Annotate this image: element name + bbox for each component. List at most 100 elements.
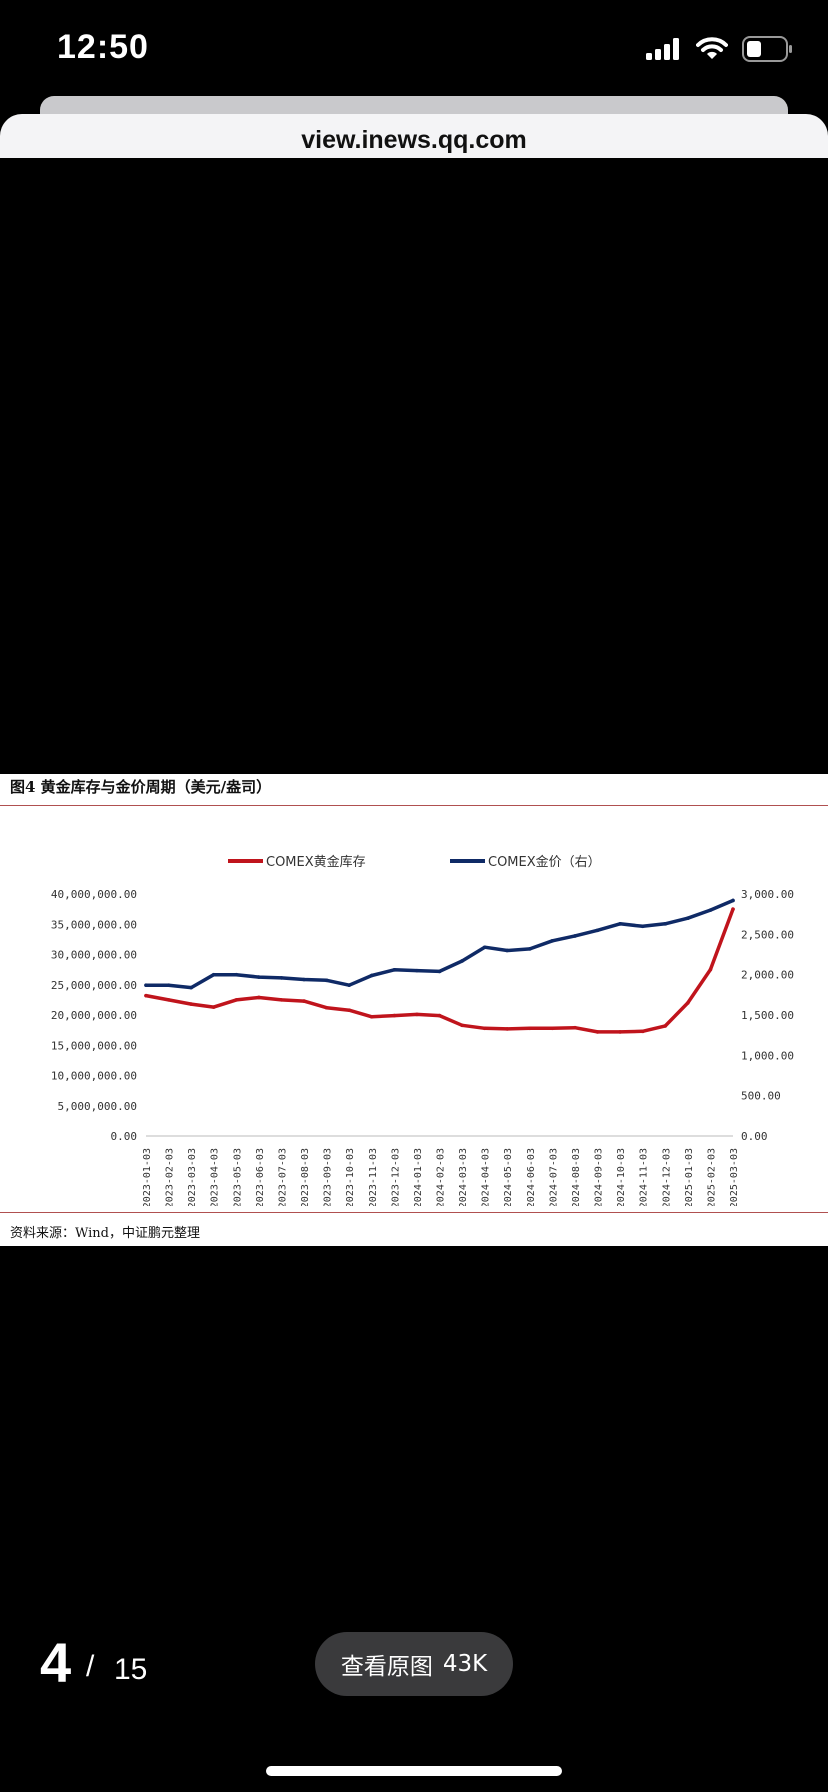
data-point-gold-inventory [573,1025,577,1030]
legend-label-gold-price: COMEX金价（右） [488,854,601,870]
status-bar: 12:50 [0,0,828,100]
y-right-tick-label: 500.00 [741,1090,781,1103]
data-point-gold-inventory [302,999,306,1003]
x-tick-label: 2024-08-03 [571,1148,582,1206]
x-tick-label: 2023-07-03 [277,1148,288,1206]
data-point-gold-price [166,983,171,987]
data-point-gold-inventory [324,1005,329,1010]
y-left-tick-label: 30,000,000.00 [51,949,137,962]
data-point-gold-price [505,948,510,953]
x-tick-label: 2024-01-03 [413,1148,424,1206]
x-tick-label: 2023-01-03 [142,1148,153,1206]
data-point-gold-inventory [550,1026,555,1031]
view-original-button[interactable]: 查看原图 43K [315,1632,513,1696]
y-left-tick-label: 10,000,000.00 [51,1070,137,1083]
data-point-gold-inventory [505,1027,510,1031]
y-left-tick-label: 25,000,000.00 [51,979,137,992]
x-tick-label: 2023-10-03 [345,1148,356,1206]
data-point-gold-price [573,934,577,938]
y-right-tick-label: 1,500.00 [741,1009,794,1022]
data-point-gold-inventory [144,993,148,998]
data-point-gold-price [279,976,284,980]
data-point-gold-inventory [369,1015,374,1019]
figure-source: 资料来源：Wind，中证鹏元整理 [10,1226,200,1241]
y-right-tick-label: 3,000.00 [741,888,794,901]
data-point-gold-price [415,968,419,973]
data-point-gold-price [211,972,216,977]
y-left-tick-label: 15,000,000.00 [51,1039,137,1052]
x-tick-label: 2025-03-03 [729,1148,740,1206]
data-point-gold-inventory [686,1001,690,1005]
data-point-gold-inventory [392,1013,397,1018]
data-point-gold-inventory [618,1030,622,1034]
data-point-gold-price [731,898,735,903]
data-point-gold-inventory [347,1008,351,1012]
data-point-gold-inventory [234,998,239,1002]
x-tick-label: 2024-07-03 [548,1148,559,1206]
status-icons [646,34,794,64]
battery-icon [742,36,792,62]
data-point-gold-price [369,973,374,978]
x-tick-label: 2023-03-03 [187,1148,198,1206]
y-right-tick-label: 0.00 [741,1130,768,1143]
data-point-gold-price [324,978,329,983]
data-point-gold-price [189,985,193,990]
x-tick-label: 2023-02-03 [165,1148,176,1206]
x-tick-label: 2025-02-03 [706,1148,717,1206]
x-tick-label: 2024-05-03 [503,1148,514,1206]
page-separator: / [86,1650,95,1683]
x-tick-label: 2024-12-03 [661,1148,672,1206]
figure-title: 图4 黄金库存与金价周期（美元/盎司） [10,778,272,796]
y-left-tick-label: 20,000,000.00 [51,1009,137,1022]
page-total: 15 [114,1653,148,1686]
y-right-tick-label: 1,000.00 [741,1049,794,1062]
x-tick-label: 2024-04-03 [481,1148,492,1206]
data-point-gold-price [144,983,148,987]
y-left-tick-label: 35,000,000.00 [51,918,137,931]
data-point-gold-price [460,959,464,963]
x-tick-label: 2023-09-03 [323,1148,334,1206]
data-point-gold-price [618,922,622,926]
x-tick-label: 2024-02-03 [436,1148,447,1206]
data-point-gold-inventory [415,1012,419,1017]
legend-label-gold-inventory: COMEX黄金库存 [266,854,366,870]
data-point-gold-price [437,969,442,974]
data-point-gold-price [347,983,351,987]
data-point-gold-price [234,972,239,977]
data-point-gold-inventory [731,907,735,911]
data-point-gold-inventory [166,998,171,1002]
y-left-tick-label: 5,000,000.00 [58,1100,137,1113]
data-point-gold-inventory [257,995,261,1000]
status-time: 12:50 [57,28,149,66]
wifi-icon [696,37,728,59]
series-line-gold-price [144,898,735,990]
data-point-gold-price [708,908,713,912]
address-bar[interactable] [0,114,828,158]
data-point-gold-price [392,968,397,972]
url-text[interactable]: view.inews.qq.com [301,126,527,154]
top-divider [0,805,828,806]
data-point-gold-price [528,947,532,951]
x-tick-label: 2024-11-03 [639,1148,650,1206]
data-point-gold-inventory [189,1002,193,1006]
data-point-gold-price [595,928,600,933]
data-point-gold-price [482,945,487,950]
x-tick-label: 2023-11-03 [368,1148,379,1206]
data-point-gold-inventory [460,1023,464,1028]
x-tick-label: 2023-05-03 [232,1148,243,1206]
image-viewer-content[interactable]: 图4 黄金库存与金价周期（美元/盎司） 0.00 5,000,000.00 10,0… [0,774,828,1246]
data-point-gold-price [302,977,306,982]
x-tick-label: 2024-03-03 [458,1148,469,1206]
x-tick-label: 2025-01-03 [684,1148,695,1206]
bottom-divider [0,1212,828,1213]
y-left-tick-label: 0.00 [111,1130,138,1143]
data-point-gold-inventory [595,1030,600,1034]
data-point-gold-price [257,975,261,979]
y-right-tick-label: 2,000.00 [741,969,794,982]
y-right-tick-label: 2,500.00 [741,928,794,941]
chart: 0.00 5,000,000.00 10,000,000.00 15,000,000.… [51,854,794,1206]
view-original-size: 43K [442,1651,488,1677]
data-point-gold-price [663,922,668,926]
x-tick-label: 2024-06-03 [526,1148,537,1206]
home-indicator[interactable] [266,1766,562,1776]
